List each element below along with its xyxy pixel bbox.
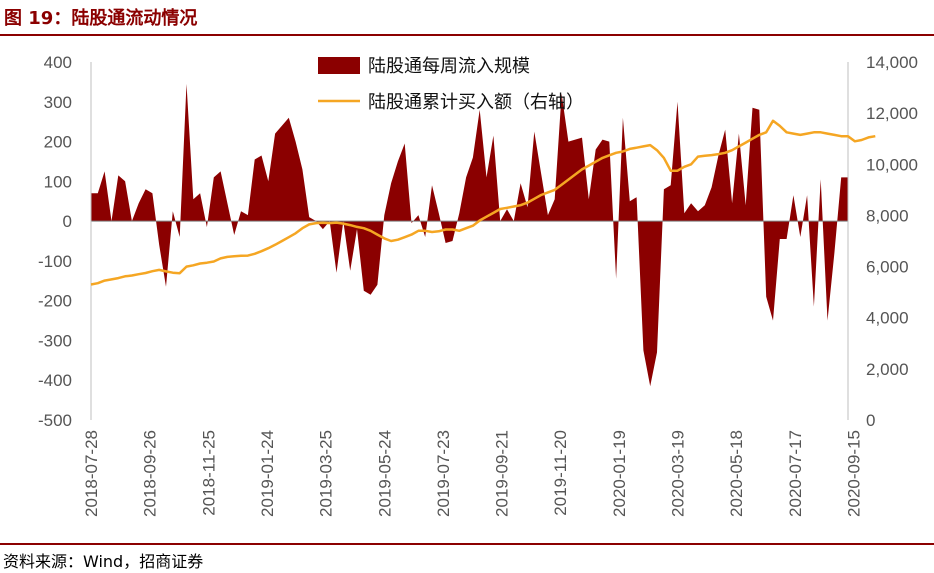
left-tick-label: -200 [38,292,72,311]
figure-title: 图 19：陆股通流动情况 [4,8,198,29]
x-tick-label: 2020-09-15 [845,430,864,517]
left-tick-label: 300 [44,93,72,112]
axes: -500 -400 -300 -200 -100 0 100 200 300 400 0 2,000 4… [38,53,918,517]
x-tick-label: 2018-11-25 [199,430,218,516]
left-tick-label: -100 [38,252,72,271]
left-tick-label: 0 [63,212,72,231]
bar-area [91,83,848,387]
left-tick-label: -300 [38,331,72,350]
right-tick-label: 10,000 [866,155,918,174]
x-tick-label: 2018-07-28 [82,430,101,517]
x-tick-label: 2019-05-24 [375,430,394,517]
legend-bar-swatch [318,57,360,74]
x-tick-label: 2020-07-17 [786,430,805,517]
x-tick-label: 2020-05-18 [727,430,746,517]
source-note: 资料来源：Wind，招商证券 [3,552,204,571]
legend-bar-label: 陆股通每周流入规模 [368,56,530,77]
legend-line-label: 陆股通累计买入额（右轴） [368,92,584,113]
x-tick-label: 2018-09-26 [141,430,160,517]
right-tick-label: 12,000 [866,104,918,123]
cumulative-line [90,119,876,286]
title-rule [0,34,934,36]
right-tick-label: 8,000 [866,206,909,225]
bar-series [91,83,848,387]
left-tick-label: 100 [44,172,72,191]
x-tick-label: 2020-03-19 [669,430,688,517]
right-tick-label: 4,000 [866,309,909,328]
left-tick-label: 400 [44,53,72,72]
left-tick-label: -400 [38,371,72,390]
legend: 陆股通每周流入规模 陆股通累计买入额（右轴） [318,56,584,113]
left-tick-label: -500 [38,411,72,430]
right-tick-label: 0 [866,411,875,430]
x-tick-label: 2019-09-21 [493,430,512,517]
x-tick-label: 2019-01-24 [258,430,277,517]
x-tick-label: 2019-03-25 [317,430,336,517]
footer-rule [0,543,934,545]
right-tick-label: 2,000 [866,360,909,379]
x-tick-label: 2019-11-20 [551,430,570,516]
x-tick-label: 2019-07-23 [434,430,453,517]
right-tick-label: 6,000 [866,258,909,277]
line-series [90,119,876,286]
right-tick-label: 14,000 [866,53,918,72]
left-tick-label: 200 [44,133,72,152]
x-tick-label: 2020-01-19 [610,430,629,517]
